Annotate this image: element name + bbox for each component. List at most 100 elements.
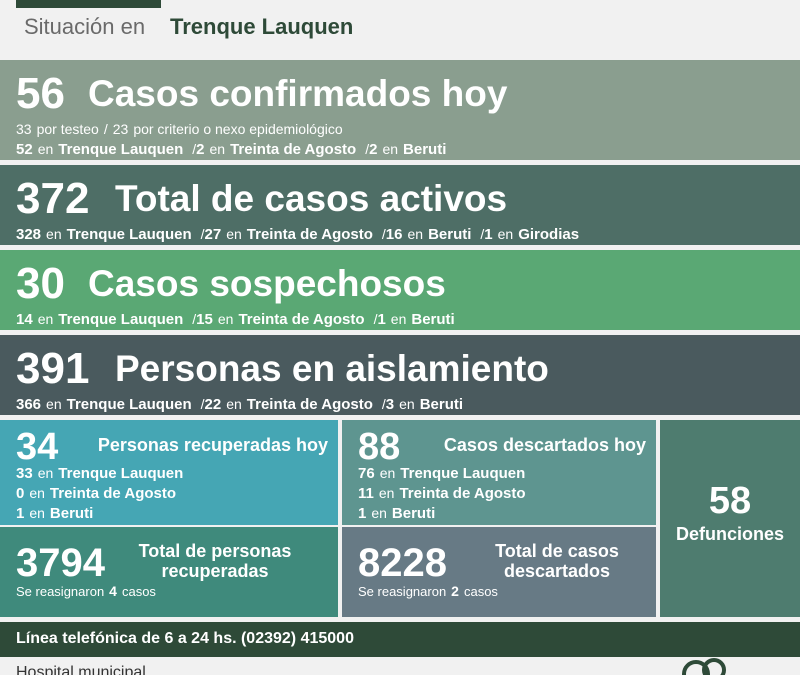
footer-bar bbox=[0, 622, 800, 657]
detail-line: 366 en Trenque Lauquen/22 en Treinta de Agos… bbox=[16, 396, 468, 413]
detail-text: en bbox=[226, 226, 242, 242]
phone: Línea telefónica de 6 a 24 hs. (02392) 4… bbox=[16, 630, 354, 647]
detail-text: 23 bbox=[112, 121, 129, 137]
detail-text: en bbox=[209, 141, 226, 157]
detail-text: / bbox=[365, 141, 370, 157]
detail-text: / bbox=[373, 311, 378, 327]
detail-text: 1 bbox=[484, 226, 493, 243]
deaths-count: 58 bbox=[708, 480, 752, 522]
detail-text: 14 bbox=[16, 311, 33, 328]
detail-text: en bbox=[407, 226, 424, 242]
detail-text: Se reasignaron bbox=[16, 584, 105, 599]
detail-text: en bbox=[390, 311, 407, 327]
row-count: 30 bbox=[16, 259, 65, 308]
detail-line: 328 en Trenque Lauquen/27 en Treinta de Agos… bbox=[16, 226, 584, 243]
row-title: Casos confirmados hoy bbox=[88, 73, 508, 114]
detail-text: / bbox=[480, 226, 485, 242]
detail-text: casos bbox=[463, 584, 498, 599]
detail-text: Treinta de Agosto bbox=[238, 311, 365, 328]
detail-text: 2 bbox=[196, 141, 205, 158]
card-count: 3794 bbox=[16, 541, 105, 585]
detail-text: / bbox=[200, 396, 205, 412]
detail-text: / bbox=[200, 226, 205, 242]
detail-text: 16 bbox=[385, 226, 403, 243]
detail-text: 22 bbox=[204, 396, 222, 413]
detail-text: en bbox=[29, 505, 45, 521]
card-title: Total de personas recuperadas bbox=[138, 541, 292, 581]
detail-line: 0 en Treinta de Agosto bbox=[16, 485, 181, 502]
detail-text: Treinta de Agosto bbox=[49, 485, 177, 502]
detail-text: 33 bbox=[16, 121, 32, 137]
detail-text: en bbox=[399, 396, 415, 412]
card-title: Total de casos descartados bbox=[495, 541, 619, 581]
header-bar bbox=[16, 0, 161, 8]
detail-text: Trenque Lauquen bbox=[58, 465, 184, 482]
detail-text: / bbox=[103, 121, 108, 137]
header-place: Trenque Lauquen bbox=[170, 14, 354, 39]
card-panel bbox=[0, 420, 338, 525]
header-label: Situación en bbox=[24, 14, 146, 39]
detail-text: 15 bbox=[196, 311, 213, 328]
detail-text: Beruti bbox=[419, 396, 464, 413]
card-panel bbox=[0, 527, 338, 617]
row-panel bbox=[0, 60, 800, 160]
row-panel bbox=[0, 165, 800, 245]
detail-text: 0 bbox=[16, 485, 25, 502]
detail-text: en bbox=[382, 141, 399, 157]
detail-line: 33 en Trenque Lauquen bbox=[16, 465, 188, 482]
row-title: Casos sospechosos bbox=[88, 263, 446, 304]
detail-text: / bbox=[381, 396, 386, 412]
detail-line: 33 por testeo/23 por criterio o nexo epide… bbox=[16, 121, 348, 138]
detail-text: 1 bbox=[377, 311, 386, 328]
row-title: Total de casos activos bbox=[115, 178, 508, 219]
detail-text: 76 bbox=[358, 465, 375, 482]
deaths-panel bbox=[660, 420, 800, 617]
row-count: 56 bbox=[16, 69, 65, 118]
detail-text: 4 bbox=[109, 583, 117, 599]
detail-text: casos bbox=[121, 584, 156, 599]
detail-text: en bbox=[37, 141, 54, 157]
detail-text: 1 bbox=[16, 505, 25, 522]
detail-text: Girodias bbox=[518, 226, 580, 243]
detail-text: en bbox=[217, 311, 234, 327]
detail-line: 52 en Trenque Lauquen/2 en Treinta de Agosto… bbox=[16, 141, 451, 158]
detail-text: en bbox=[37, 311, 54, 327]
detail-text: por testeo bbox=[36, 121, 99, 137]
card-panel bbox=[342, 420, 656, 525]
deaths-label: Defunciones bbox=[675, 524, 785, 544]
detail-line: Se reasignaron 4 casos bbox=[16, 583, 161, 599]
hospital: Hospital municipal bbox=[16, 664, 146, 675]
detail-text: Treinta de Agosto bbox=[246, 226, 373, 243]
card-panel bbox=[342, 527, 656, 617]
detail-text: / bbox=[192, 141, 197, 157]
detail-text: Se reasignaron bbox=[358, 584, 447, 599]
detail-text: 328 bbox=[16, 226, 42, 243]
detail-text: 2 bbox=[451, 583, 459, 599]
detail-text: Beruti bbox=[411, 311, 455, 328]
row-count: 372 bbox=[16, 174, 90, 223]
row-title: Personas en aislamiento bbox=[115, 348, 549, 389]
detail-text: en bbox=[378, 485, 395, 501]
detail-text: en bbox=[29, 485, 45, 501]
detail-text: Beruti bbox=[428, 226, 472, 243]
detail-line: 76 en Trenque Lauquen bbox=[358, 465, 530, 482]
detail-text: 3 bbox=[385, 396, 395, 413]
detail-text: 33 bbox=[16, 465, 33, 482]
row-count: 391 bbox=[16, 344, 90, 393]
card-count: 88 bbox=[358, 426, 401, 468]
card-title: Personas recuperadas hoy bbox=[97, 435, 328, 455]
detail-text: 2 bbox=[369, 141, 378, 158]
detail-text: por criterio o nexo epidemiológico bbox=[133, 121, 343, 137]
detail-text: / bbox=[381, 226, 386, 242]
detail-text: / bbox=[192, 311, 197, 327]
detail-text: en bbox=[379, 465, 396, 481]
detail-text: en bbox=[46, 226, 62, 242]
detail-text: 27 bbox=[204, 226, 222, 243]
detail-line: 1 en Beruti bbox=[358, 505, 440, 522]
detail-text: 366 bbox=[16, 396, 42, 413]
row-panel bbox=[0, 335, 800, 415]
detail-text: Trenque Lauquen bbox=[58, 311, 184, 328]
detail-text: Beruti bbox=[49, 505, 94, 522]
detail-text: 11 bbox=[358, 485, 374, 502]
